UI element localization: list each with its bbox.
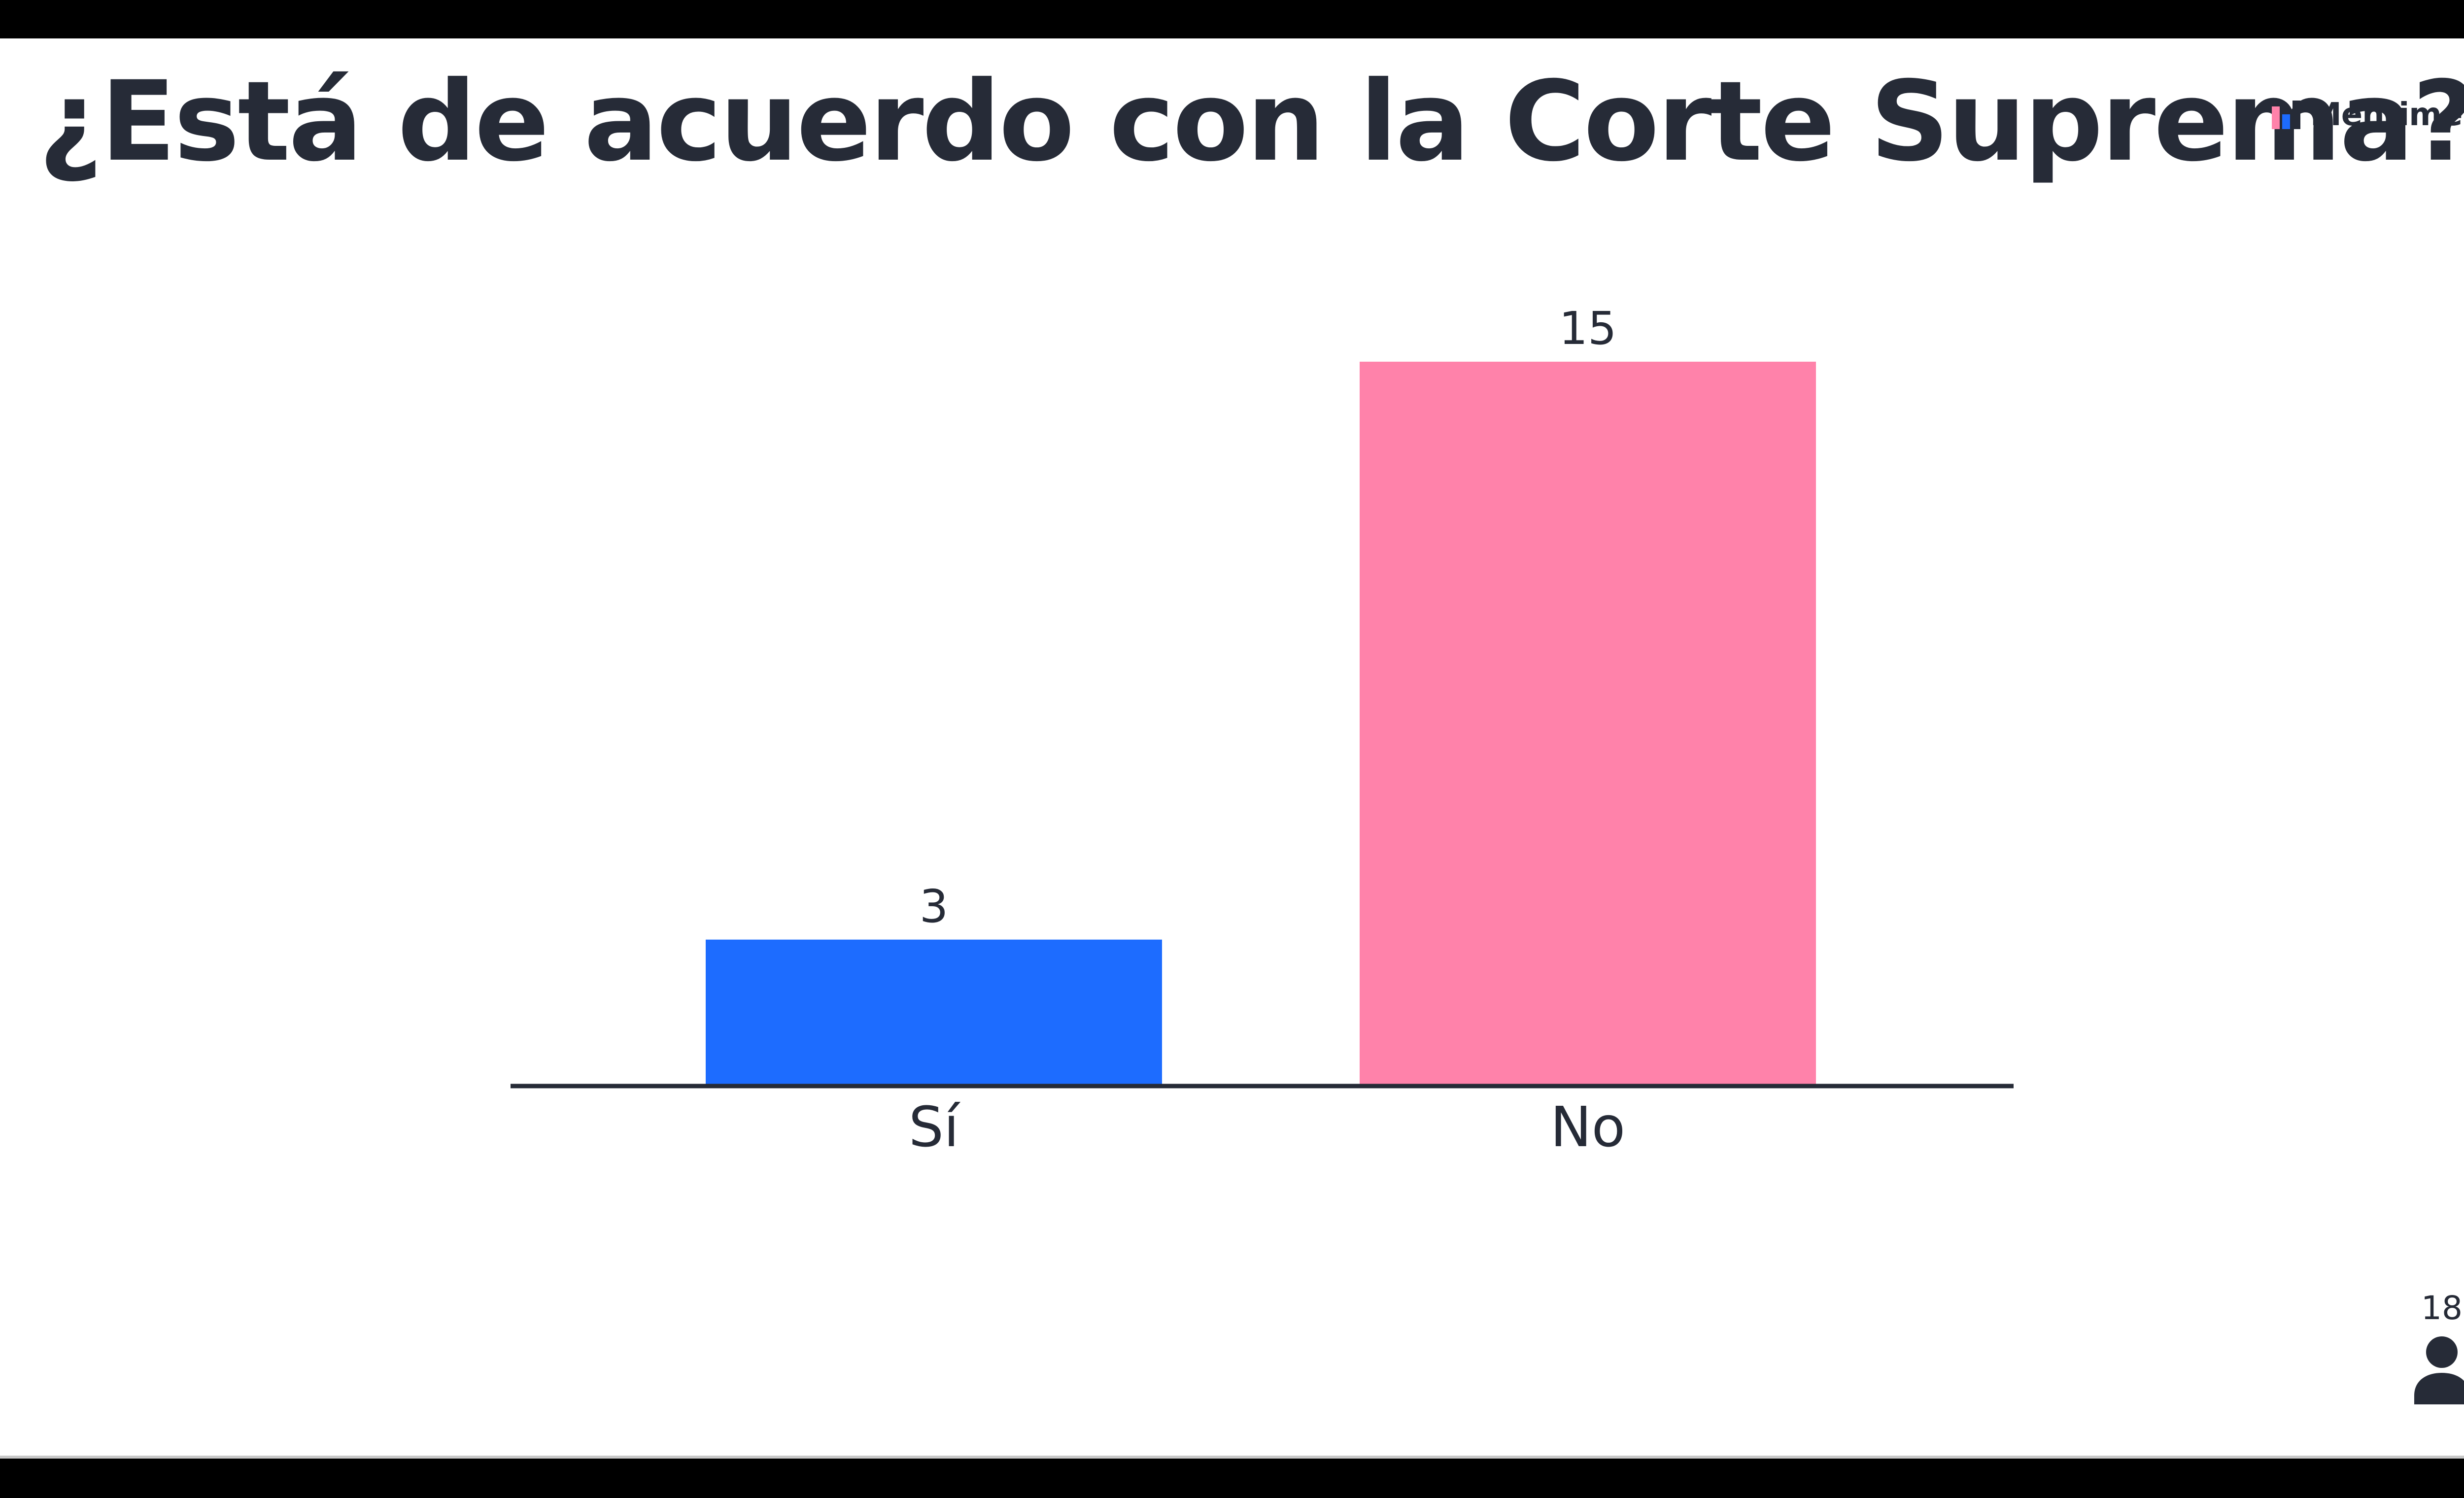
category-label-si: Sí [909, 1095, 961, 1159]
person-icon [2414, 1336, 2464, 1404]
slide-canvas [0, 38, 2464, 1456]
slide-bottom-border [0, 1456, 2464, 1459]
participant-counter: 18 [2405, 1292, 2464, 1404]
slide-title: ¿Está de acuerdo con la Corte Suprema? [38, 57, 2464, 186]
bars-layer [706, 362, 1816, 1084]
data-label-no: 15 [1559, 302, 1616, 355]
labels-layer: 3 Sí 15 No [909, 302, 1625, 1159]
bar-si [706, 939, 1162, 1084]
brand-name: Mentimeter [2310, 97, 2464, 133]
bar-no [1360, 362, 1816, 1084]
mentimeter-logo-icon [2272, 101, 2300, 129]
brand-logo: Mentimeter [2272, 97, 2464, 133]
data-label-si: 3 [920, 880, 949, 933]
participant-count: 18 [2421, 1289, 2463, 1327]
category-label-no: No [1550, 1095, 1625, 1159]
